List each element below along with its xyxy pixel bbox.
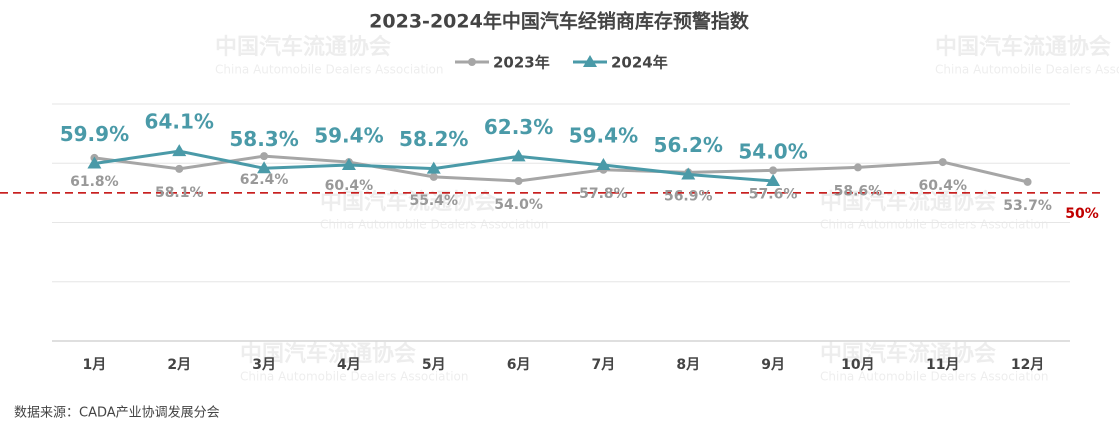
point	[853, 163, 862, 172]
data-label: 60.4%	[325, 178, 374, 194]
watermark: China Automobile Dealers Association	[820, 370, 1049, 384]
point	[596, 158, 611, 171]
x-tick-label: 3月	[252, 357, 276, 373]
data-label: 61.8%	[70, 174, 119, 190]
x-tick-label: 4月	[337, 357, 361, 373]
data-label: 59.4%	[569, 124, 638, 148]
data-label: 58.3%	[229, 127, 298, 151]
point	[426, 161, 441, 174]
data-label: 58.2%	[399, 127, 468, 151]
x-tick-label: 8月	[676, 357, 700, 373]
data-label: 56.9%	[664, 188, 713, 204]
data-label: 62.4%	[240, 172, 289, 188]
legend-label: 2024年	[611, 54, 668, 72]
data-label: 58.6%	[834, 183, 883, 199]
point	[87, 156, 102, 169]
data-label: 59.9%	[60, 122, 129, 146]
data-label: 56.2%	[654, 133, 723, 157]
point	[769, 166, 778, 175]
point	[172, 144, 187, 157]
legend-marker	[468, 58, 476, 66]
x-tick-label: 9月	[761, 357, 785, 373]
data-label: 58.1%	[155, 185, 204, 201]
legend-label: 2023年	[493, 54, 550, 72]
watermark: 中国汽车流通协会	[215, 34, 391, 60]
data-label: 59.4%	[314, 124, 383, 148]
data-label: 60.4%	[918, 178, 967, 194]
watermark: China Automobile Dealers Association	[935, 63, 1119, 77]
data-label: 53.7%	[1003, 198, 1052, 214]
point	[681, 167, 696, 180]
watermark: 中国汽车流通协会	[935, 34, 1111, 60]
x-tick-label: 10月	[841, 357, 874, 373]
point	[514, 177, 523, 186]
data-label: 54.0%	[494, 197, 543, 213]
x-tick-label: 1月	[83, 357, 107, 373]
watermark: China Automobile Dealers Association	[820, 218, 1049, 232]
point	[766, 174, 781, 187]
point	[511, 149, 526, 162]
data-label: 64.1%	[145, 110, 214, 134]
point	[257, 161, 272, 174]
point	[260, 152, 269, 161]
watermark: China Automobile Dealers Association	[320, 218, 549, 232]
point	[429, 172, 438, 181]
x-tick-label: 12月	[1011, 357, 1044, 373]
series-line	[94, 154, 1028, 184]
point	[175, 164, 184, 173]
x-tick-label: 7月	[592, 357, 616, 373]
point	[341, 158, 356, 171]
data-label: 57.6%	[749, 186, 798, 202]
watermark: 中国汽车流通协会	[240, 341, 416, 367]
point	[938, 158, 947, 167]
point	[1023, 177, 1032, 186]
chart-title: 2023-2024年中国汽车经销商库存预警指数	[369, 10, 750, 33]
reference-label: 50%	[1065, 206, 1099, 222]
x-tick-label: 11月	[926, 357, 959, 373]
legend-marker	[583, 55, 597, 67]
data-label: 54.0%	[738, 140, 807, 164]
data-label: 62.3%	[484, 115, 553, 139]
watermark: 中国汽车流通协会	[820, 341, 996, 367]
x-tick-label: 6月	[507, 357, 531, 373]
x-tick-label: 5月	[422, 357, 446, 373]
x-tick-label: 2月	[167, 357, 191, 373]
data-label: 57.8%	[579, 186, 628, 202]
data-label: 55.4%	[409, 193, 458, 209]
watermark: China Automobile Dealers Association	[215, 63, 444, 77]
watermark: China Automobile Dealers Association	[240, 370, 469, 384]
source-note: 数据来源：CADA产业协调发展分会	[14, 405, 220, 421]
